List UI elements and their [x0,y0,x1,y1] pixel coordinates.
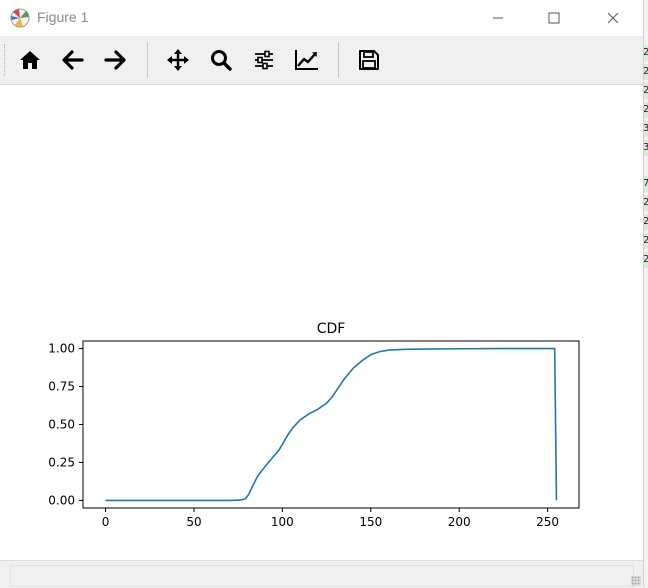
background-cell: 2 [643,233,648,249]
navigation-toolbar [0,36,643,85]
x-tick-label: 0 [102,515,110,529]
configure-subplots-button[interactable] [246,42,282,78]
y-tick-label: 0.50 [48,418,75,432]
floppy-disk-icon [359,50,379,70]
minimize-button[interactable] [475,0,521,36]
close-button[interactable] [590,0,636,36]
background-window-strip [643,0,648,587]
chart-title: CDF [317,321,346,337]
axes-frame [82,340,580,509]
background-cell: 3 [643,121,648,137]
background-cell: 2 [643,214,648,230]
background-cell: 2 [643,102,648,118]
arrow-right-icon [104,50,126,70]
home-button[interactable] [12,42,48,78]
x-tick-label: 150 [359,515,382,529]
background-cell: 2 [643,195,648,211]
back-button[interactable] [55,42,91,78]
status-bar [0,560,643,588]
toolbar-grip[interactable] [4,44,8,76]
zoom-button[interactable] [203,42,239,78]
toolbar-separator [338,42,339,78]
window-title: Figure 1 [37,9,89,25]
y-tick-label: 0.25 [48,455,75,469]
y-tick-label: 1.00 [48,342,75,356]
figure-canvas[interactable]: CDF 0 50 100 150 200 250 0.00 0.25 0.50 0.75 1.00 [0,85,643,560]
background-cell: 3 [643,140,648,156]
home-icon [20,51,40,69]
magnifier-icon [211,50,232,71]
line-chart-icon [295,50,318,70]
background-cell: 2 [643,83,648,99]
sliders-icon [255,50,273,70]
y-tick-label: 0.75 [48,380,75,394]
edit-axis-button[interactable] [289,42,325,78]
forward-button[interactable] [97,42,133,78]
x-tick-label: 50 [186,515,201,529]
resize-grip[interactable] [631,576,641,586]
move-icon [167,49,189,71]
background-cell: 2 [643,252,648,268]
maximize-button[interactable] [531,0,577,36]
background-cell: 7 [643,176,648,192]
background-cell: 2 [643,45,648,61]
x-tick-label: 200 [448,515,471,529]
toolbar-separator [147,42,148,78]
minimize-icon [493,17,503,19]
y-tick-label: 0.00 [48,493,75,507]
matplotlib-logo-icon [10,8,30,28]
arrow-left-icon [62,50,84,70]
x-tick-label: 100 [271,515,294,529]
cdf-series-line [105,347,558,502]
close-icon [607,12,619,24]
background-cell: 2 [643,64,648,80]
pan-button[interactable] [160,42,196,78]
status-message-area [10,565,634,587]
title-bar[interactable]: Figure 1 [0,0,643,36]
x-tick-label: 250 [536,515,559,529]
maximize-icon [548,12,560,24]
save-button[interactable] [351,42,387,78]
cdf-chart: CDF 0 50 100 150 200 250 0.00 0.25 0.50 0.75 1.00 [48,321,580,529]
